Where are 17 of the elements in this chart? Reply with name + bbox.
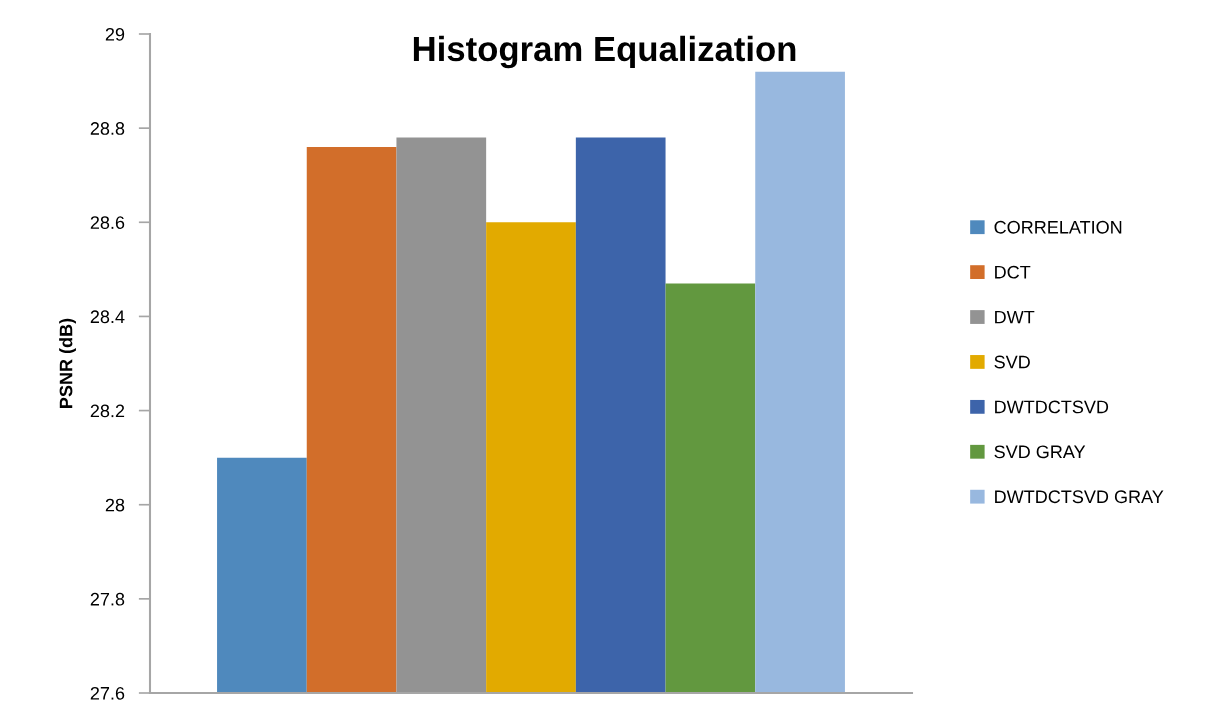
legend-label: DWT: [995, 310, 1035, 324]
y-tick-label: 27.8: [90, 592, 125, 606]
y-tick-label: 28.4: [90, 310, 125, 324]
legend-label: SVD GRAY: [994, 445, 1086, 459]
y-axis-title: PSNR (dB): [59, 318, 76, 408]
chart-title: Histogram Equalization: [413, 35, 796, 69]
legend-label: DCT: [995, 265, 1031, 279]
y-tick-label: 27.6: [90, 686, 125, 700]
legend-label: DWTDCTSVD: [995, 400, 1109, 414]
legend-label: SVD: [994, 355, 1030, 369]
y-tick-label: 28.2: [90, 404, 125, 418]
legend-label: DWTDCTSVD GRAY: [995, 490, 1164, 504]
y-tick-label: 28.8: [90, 122, 125, 135]
y-tick-label: 28.6: [90, 216, 125, 230]
y-tick-label: 29: [105, 27, 125, 41]
legend-label: CORRELATION: [994, 220, 1122, 234]
y-tick-label: 28: [105, 498, 125, 512]
